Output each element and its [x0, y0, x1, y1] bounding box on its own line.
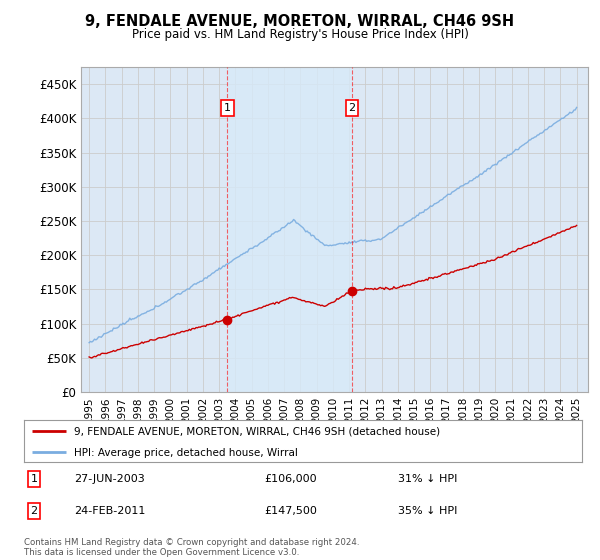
Text: Contains HM Land Registry data © Crown copyright and database right 2024.
This d: Contains HM Land Registry data © Crown c…	[24, 538, 359, 557]
Text: 9, FENDALE AVENUE, MORETON, WIRRAL, CH46 9SH (detached house): 9, FENDALE AVENUE, MORETON, WIRRAL, CH46…	[74, 427, 440, 437]
Text: HPI: Average price, detached house, Wirral: HPI: Average price, detached house, Wirr…	[74, 448, 298, 458]
Bar	[227, 67, 352, 392]
Text: 35% ↓ HPI: 35% ↓ HPI	[398, 506, 457, 516]
Text: Price paid vs. HM Land Registry's House Price Index (HPI): Price paid vs. HM Land Registry's House …	[131, 28, 469, 41]
Text: 2: 2	[349, 103, 355, 113]
Text: 24-FEB-2011: 24-FEB-2011	[74, 506, 146, 516]
Text: 9, FENDALE AVENUE, MORETON, WIRRAL, CH46 9SH: 9, FENDALE AVENUE, MORETON, WIRRAL, CH46…	[85, 14, 515, 29]
Text: 1: 1	[224, 103, 231, 113]
Text: £147,500: £147,500	[264, 506, 317, 516]
Text: 31% ↓ HPI: 31% ↓ HPI	[398, 474, 457, 484]
Text: 27-JUN-2003: 27-JUN-2003	[74, 474, 145, 484]
Text: 1: 1	[31, 474, 38, 484]
Text: 2: 2	[31, 506, 38, 516]
Text: £106,000: £106,000	[264, 474, 317, 484]
